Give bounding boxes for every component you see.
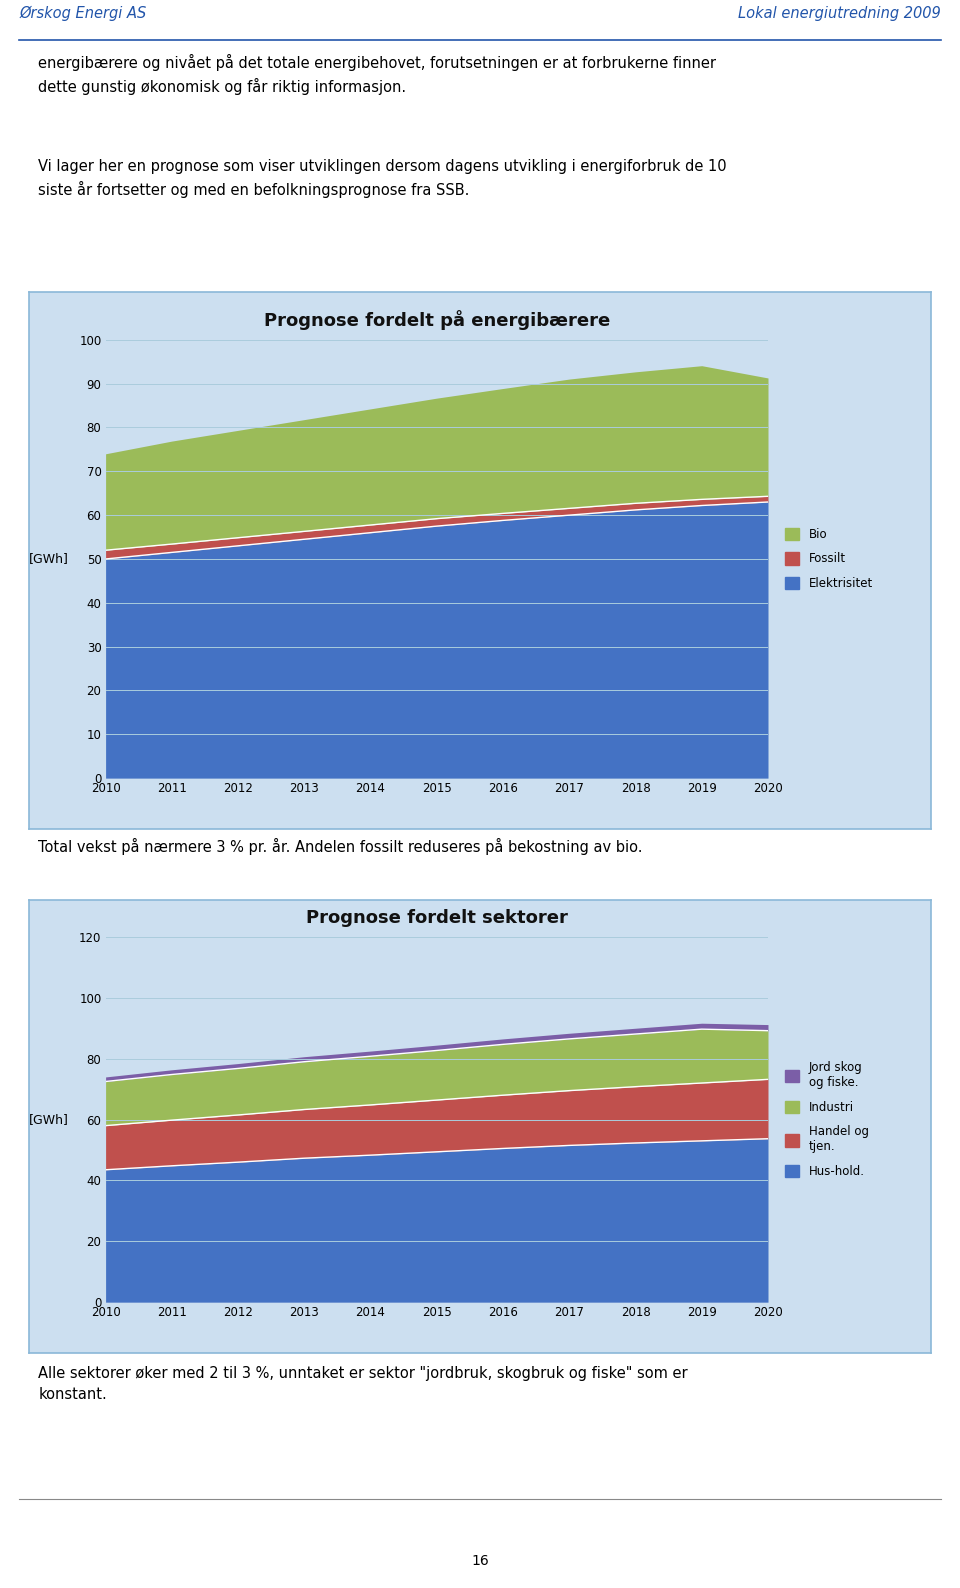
Title: Prognose fordelt på energibærere: Prognose fordelt på energibærere [264, 310, 610, 330]
Text: Alle sektorer øker med 2 til 3 %, unntaket er sektor "jordbruk, skogbruk og fisk: Alle sektorer øker med 2 til 3 %, unntak… [38, 1366, 688, 1402]
Text: energibærere og nivået på det totale energibehovet, forutsetningen er at forbruk: energibærere og nivået på det totale ene… [38, 54, 716, 95]
Legend: Bio, Fossilt, Elektrisitet: Bio, Fossilt, Elektrisitet [780, 522, 877, 596]
Title: Prognose fordelt sektorer: Prognose fordelt sektorer [306, 908, 567, 927]
Text: Vi lager her en prognose som viser utviklingen dersom dagens utvikling i energif: Vi lager her en prognose som viser utvik… [38, 159, 727, 198]
Y-axis label: [GWh]: [GWh] [30, 1113, 69, 1126]
Text: Lokal energiutredning 2009: Lokal energiutredning 2009 [738, 6, 941, 21]
Text: Total vekst på nærmere 3 % pr. år. Andelen fossilt reduseres på bekostning av bi: Total vekst på nærmere 3 % pr. år. Andel… [38, 838, 643, 856]
Text: Ørskog Energi AS: Ørskog Energi AS [19, 6, 147, 21]
Y-axis label: [GWh]: [GWh] [30, 553, 69, 565]
Legend: Jord skog
og fiske., Industri, Handel og
tjen., Hus-hold.: Jord skog og fiske., Industri, Handel og… [780, 1056, 874, 1183]
Text: 16: 16 [471, 1555, 489, 1567]
